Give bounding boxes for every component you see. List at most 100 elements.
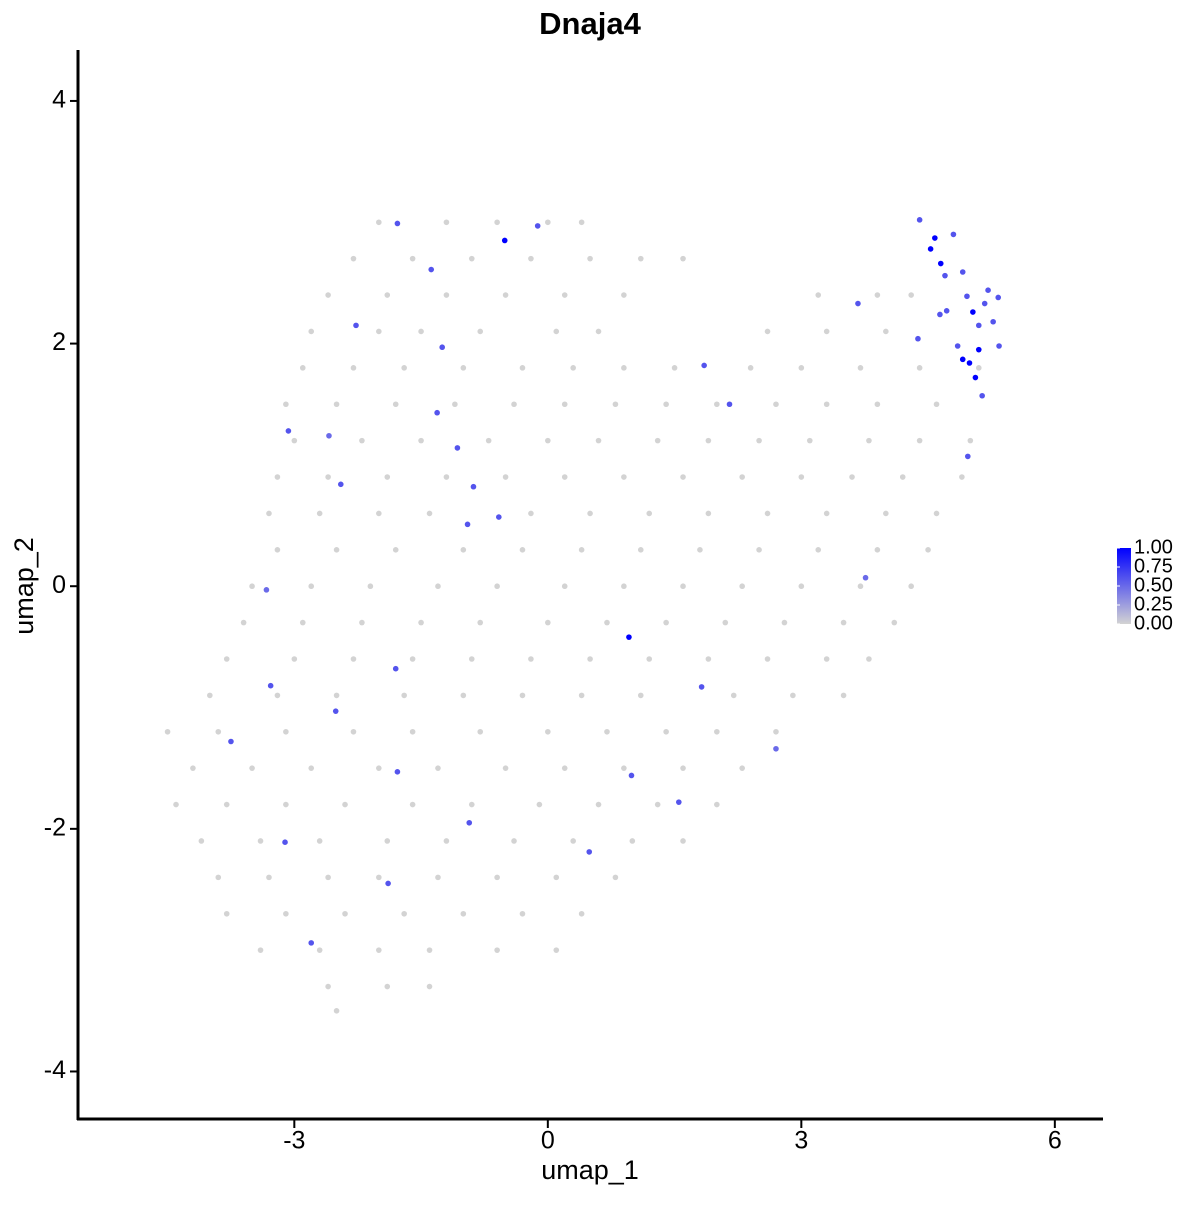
point: [908, 583, 914, 590]
point: [697, 547, 703, 553]
point: [240, 619, 247, 626]
point: [798, 365, 805, 371]
y-tick-label: -4: [44, 1056, 66, 1084]
point: [773, 401, 779, 408]
point: [274, 474, 281, 480]
point: [637, 255, 644, 262]
point: [342, 801, 348, 808]
y-tick-label: -2: [44, 813, 66, 841]
point: [937, 311, 943, 318]
point: [680, 838, 686, 844]
point: [578, 219, 585, 226]
point: [409, 801, 416, 808]
point: [325, 983, 331, 990]
point: [333, 692, 340, 699]
point: [943, 308, 950, 314]
point: [621, 583, 627, 590]
x-axis-title: umap_1: [541, 1155, 639, 1185]
point: [553, 328, 560, 335]
point: [937, 260, 944, 267]
point: [496, 514, 502, 520]
x-tick-label: 6: [1048, 1127, 1062, 1155]
point: [612, 874, 619, 881]
point: [534, 223, 541, 229]
chart-title: Dnaja4: [539, 6, 641, 41]
point: [975, 322, 982, 329]
point: [680, 474, 686, 480]
point: [855, 300, 861, 307]
point: [332, 708, 339, 714]
point: [494, 947, 500, 953]
point: [291, 656, 298, 662]
x-tick-label: 0: [541, 1127, 555, 1155]
point: [190, 765, 196, 771]
point: [756, 547, 762, 553]
point: [671, 365, 678, 371]
point: [764, 328, 771, 335]
point: [995, 294, 1002, 301]
point: [359, 437, 365, 444]
point: [705, 656, 712, 662]
point: [637, 692, 644, 699]
point: [570, 838, 576, 844]
point: [257, 838, 264, 844]
point: [454, 445, 461, 451]
point: [621, 365, 627, 371]
point: [561, 292, 568, 298]
point: [764, 656, 771, 662]
point: [215, 874, 222, 881]
point: [806, 437, 813, 444]
point: [996, 343, 1002, 349]
point: [621, 474, 627, 480]
point: [228, 738, 234, 745]
point: [468, 255, 475, 262]
point: [604, 619, 610, 626]
point: [726, 401, 733, 408]
point: [536, 801, 543, 808]
point: [394, 220, 401, 227]
point: [409, 255, 416, 262]
point: [866, 656, 872, 662]
point: [972, 374, 979, 381]
point: [561, 474, 568, 480]
point: [927, 246, 934, 252]
point: [316, 510, 323, 517]
point: [468, 656, 475, 662]
point: [595, 328, 602, 335]
point: [545, 728, 551, 735]
point: [985, 287, 991, 294]
points: [164, 217, 1002, 1014]
point: [714, 401, 720, 408]
point: [249, 583, 255, 590]
point: [468, 801, 475, 808]
point: [823, 656, 830, 662]
point: [266, 874, 272, 881]
point: [350, 365, 357, 371]
point: [435, 874, 441, 881]
point: [646, 510, 653, 517]
point: [384, 292, 391, 298]
point: [587, 255, 593, 262]
point: [629, 838, 636, 844]
point: [866, 437, 872, 444]
point: [434, 409, 440, 416]
point: [285, 428, 292, 434]
point: [967, 437, 974, 444]
point: [291, 437, 298, 444]
point: [857, 583, 864, 590]
point: [283, 801, 289, 808]
point: [646, 656, 653, 662]
point: [325, 474, 331, 480]
point: [561, 765, 568, 771]
point: [376, 765, 382, 771]
point: [384, 983, 391, 990]
point: [502, 765, 509, 771]
point: [773, 745, 779, 752]
point: [215, 728, 222, 735]
point: [654, 801, 661, 808]
point: [553, 947, 560, 953]
point: [857, 365, 864, 371]
point: [494, 874, 500, 881]
point: [466, 819, 473, 826]
point: [730, 692, 737, 699]
